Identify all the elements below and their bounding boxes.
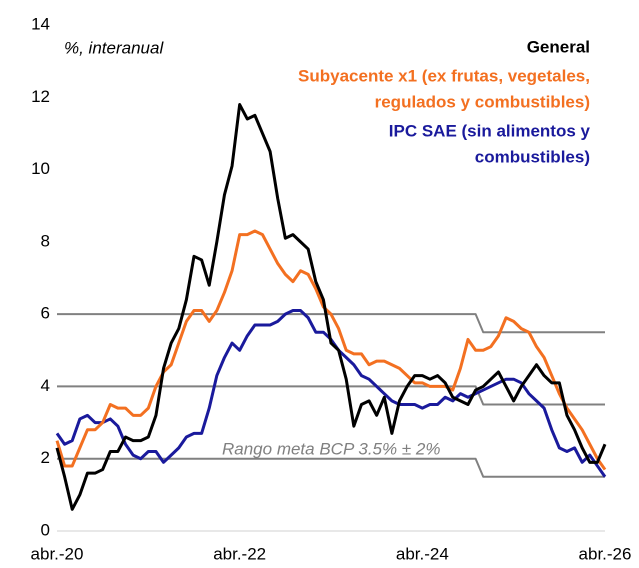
- x-tick-label: abr.-26: [579, 544, 632, 563]
- y-tick-label: 8: [41, 231, 50, 250]
- unit-annotation: %, interanual: [64, 38, 164, 57]
- x-tick-label: abr.-22: [213, 544, 266, 563]
- x-tick-label: abr.-24: [396, 544, 449, 563]
- x-tick-label: abr.-20: [31, 544, 84, 563]
- y-tick-label: 12: [31, 87, 50, 106]
- y-tick-label: 6: [41, 304, 50, 323]
- legend-label: Subyacente x1 (ex frutas, vegetales,: [298, 66, 590, 85]
- y-tick-label: 10: [31, 159, 50, 178]
- legend-label: combustibles): [475, 147, 590, 166]
- legend-label: IPC SAE (sin alimentos y: [389, 121, 591, 140]
- target-band-line: [57, 385, 605, 406]
- y-tick-label: 14: [31, 14, 50, 33]
- band-annotation: Rango meta BCP 3.5% ± 2%: [222, 439, 440, 458]
- y-tick-label: 0: [41, 520, 50, 539]
- series-line: [55, 103, 607, 511]
- series-line: [55, 229, 607, 471]
- legend-label: General: [527, 37, 590, 56]
- target-band-line: [57, 457, 605, 478]
- legend-label: regulados y combustibles): [375, 92, 590, 111]
- y-tick-label: 2: [41, 448, 50, 467]
- y-tick-label: 4: [41, 376, 50, 395]
